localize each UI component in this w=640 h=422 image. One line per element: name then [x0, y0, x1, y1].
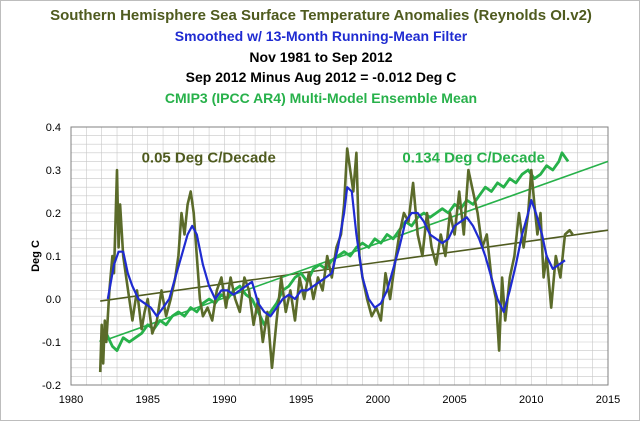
x-tick-label: 2015: [596, 394, 620, 406]
x-tick-label: 2005: [442, 394, 466, 406]
y-tick-label: 0.4: [46, 122, 61, 134]
chart-subtitle-model: CMIP3 (IPCC AR4) Multi-Model Ensemble Me…: [164, 90, 478, 106]
y-tick-label: 0.1: [46, 251, 61, 263]
y-tick-label: 0.3: [46, 165, 61, 177]
x-tick-label: 1980: [59, 394, 83, 406]
x-tick-label: 1990: [212, 394, 236, 406]
trend-annotation: 0.05 Deg C/Decade: [142, 149, 276, 166]
plot-frame: [70, 126, 609, 386]
chart-title: Southern Hemisphere Sea Surface Temperat…: [50, 7, 592, 24]
y-axis-label: Deg C: [30, 240, 42, 272]
trend-annotation: 0.134 Deg C/Decade: [402, 149, 545, 166]
y-tick-label: 0.0: [46, 294, 61, 306]
y-tick-label: -0.2: [42, 380, 61, 392]
chart-subtitle-period: Nov 1981 to Sep 2012: [249, 49, 393, 65]
annotations: 0.05 Deg C/Decade 0.134 Deg C/Decade: [142, 149, 545, 166]
y-tick-label: -0.1: [42, 337, 61, 349]
series-line-smooth: [106, 186, 566, 318]
series-lines: [98, 147, 609, 373]
chart-subtitle-smoothing: Smoothed w/ 13-Month Running-Mean Filter: [174, 28, 468, 44]
x-tick-label: 2000: [366, 394, 390, 406]
y-tick-label: 0.2: [46, 208, 61, 220]
series-line-obs: [98, 147, 574, 373]
x-tick-label: 1985: [135, 394, 159, 406]
x-tick-label: 1995: [289, 394, 313, 406]
axis-ticks: -0.2 -0.1 0.0 0.1 0.2 0.3 0.4 1980 1985 1990 1995 2…: [42, 122, 620, 406]
chart-subtitle-monthly-change: Sep 2012 Minus Aug 2012 = -0.012 Deg C: [185, 69, 457, 85]
x-tick-label: 2010: [519, 394, 543, 406]
